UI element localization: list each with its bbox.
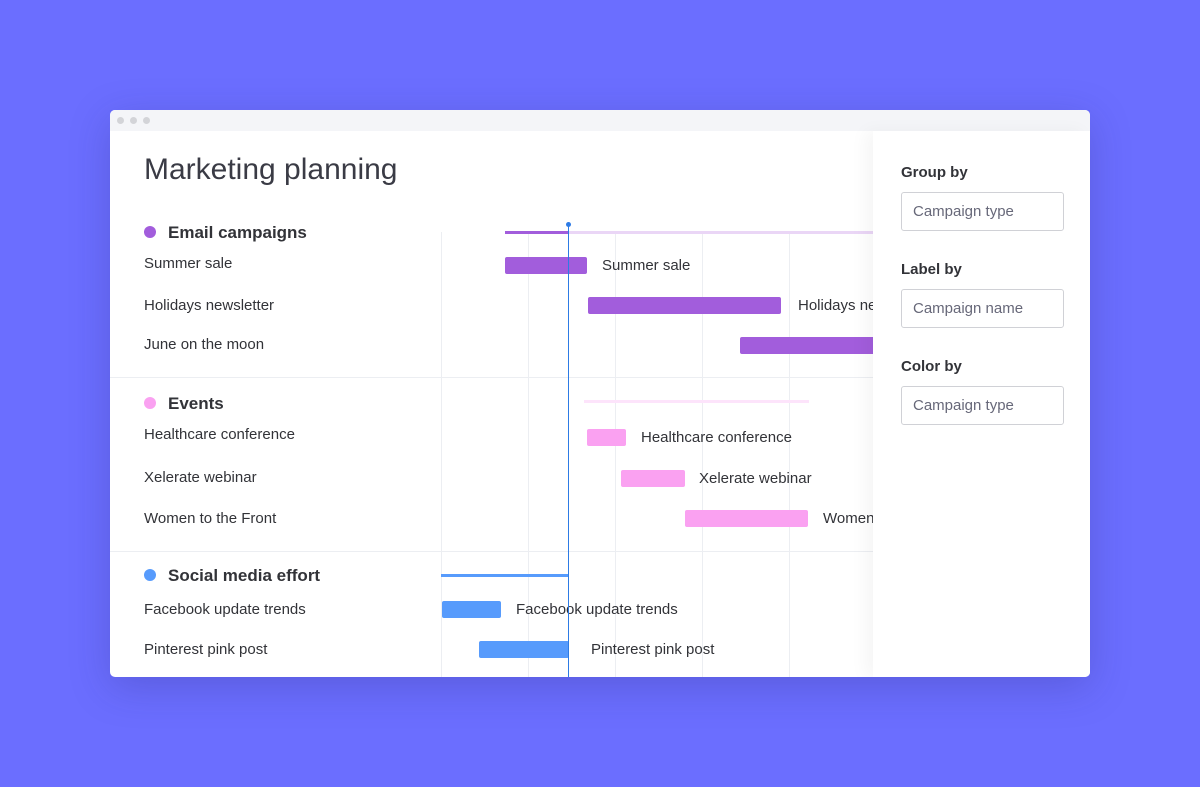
grid-line [702, 232, 703, 677]
group-color-dot [144, 226, 156, 238]
gantt-view: Marketing planning Email campaigns Summe… [110, 131, 873, 677]
gantt-bar[interactable] [588, 297, 781, 314]
group-title-email[interactable]: Email campaigns [168, 223, 307, 242]
page-title: Marketing planning [144, 153, 398, 186]
bar-label: Holidays newsletter [798, 297, 873, 314]
group-divider [110, 551, 873, 552]
gantt-bar[interactable] [442, 601, 501, 618]
window-titlebar [110, 110, 1090, 131]
label-by-select[interactable]: Campaign name [901, 289, 1064, 328]
group-divider [110, 377, 873, 378]
item-name[interactable]: Healthcare conference [144, 426, 295, 443]
item-name[interactable]: Holidays newsletter [144, 297, 275, 314]
gantt-bar[interactable] [685, 510, 808, 527]
bar-label: Healthcare conference [641, 429, 792, 446]
group-title-social[interactable]: Social media effort [168, 566, 321, 585]
grid-line [441, 232, 442, 677]
item-name[interactable]: Women to the Front [144, 510, 277, 527]
gantt-bar[interactable] [505, 257, 587, 274]
window-close-dot[interactable] [117, 117, 124, 124]
grid-line [528, 232, 529, 677]
app-window: Marketing planning Email campaigns Summe… [110, 110, 1090, 677]
bar-label: Summer sale [602, 257, 691, 274]
group-by-select[interactable]: Campaign type [901, 192, 1064, 231]
bar-label: Women to the Front [823, 510, 873, 527]
label-by-label: Label by [901, 261, 962, 278]
bar-label: Xelerate webinar [699, 470, 812, 487]
group-summary-bar [584, 400, 809, 403]
item-name[interactable]: Summer sale [144, 255, 233, 272]
item-name[interactable]: Pinterest pink post [144, 641, 268, 658]
grid-line [615, 232, 616, 677]
gantt-bar[interactable] [587, 429, 626, 446]
group-summary-bar [505, 231, 569, 234]
group-color-dot [144, 569, 156, 581]
item-name[interactable]: Xelerate webinar [144, 469, 257, 486]
bar-label: Facebook update trends [516, 601, 678, 618]
today-line [568, 224, 569, 677]
group-color-dot [144, 397, 156, 409]
item-name[interactable]: Facebook update trends [144, 601, 306, 618]
grid-line [789, 232, 790, 677]
today-marker-dot [566, 222, 571, 227]
window-maximize-dot[interactable] [143, 117, 150, 124]
gantt-bar[interactable] [621, 470, 685, 487]
group-by-label: Group by [901, 164, 968, 181]
group-summary-bar [441, 574, 569, 577]
color-by-label: Color by [901, 358, 962, 375]
gantt-bar[interactable] [740, 337, 873, 354]
window-minimize-dot[interactable] [130, 117, 137, 124]
gantt-bar[interactable] [479, 641, 569, 658]
group-title-events[interactable]: Events [168, 394, 224, 413]
item-name[interactable]: June on the moon [144, 336, 265, 353]
group-summary-bar-remaining [569, 231, 873, 234]
settings-panel: Group by Campaign type Label by Campaign… [873, 131, 1090, 677]
color-by-select[interactable]: Campaign type [901, 386, 1064, 425]
bar-label: Pinterest pink post [591, 641, 715, 658]
